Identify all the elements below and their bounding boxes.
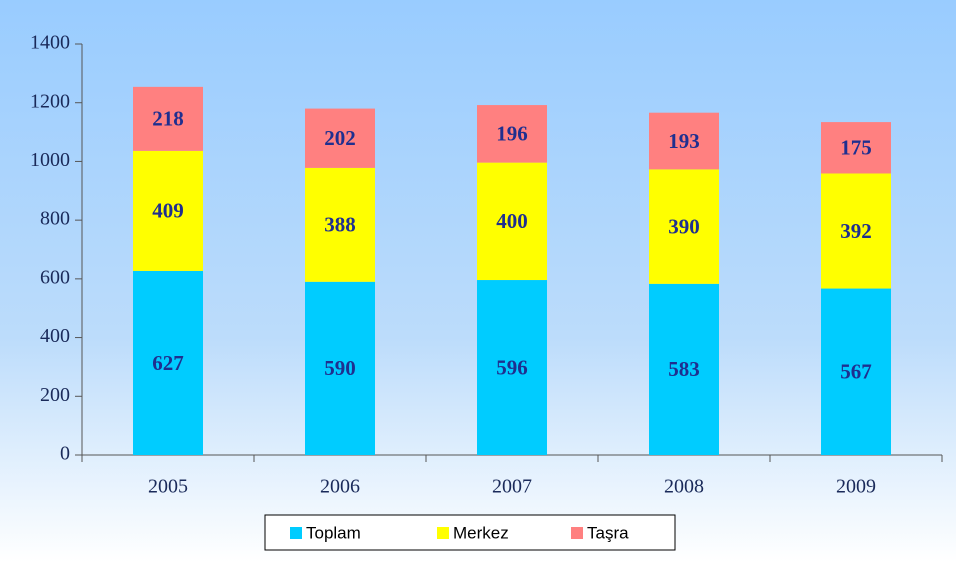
bar-segment	[649, 112, 719, 170]
data-label: 627	[152, 351, 184, 375]
data-label: 590	[324, 356, 356, 380]
y-tick-label: 400	[40, 325, 70, 347]
legend-label: Merkez	[453, 523, 509, 542]
y-tick-label: 1000	[30, 149, 70, 171]
x-tick-label: 2006	[320, 476, 360, 498]
bar-segment	[305, 167, 375, 282]
data-label: 196	[496, 122, 528, 146]
data-label: 596	[496, 355, 528, 379]
x-tick-label: 2008	[664, 476, 704, 498]
y-tick-label: 600	[40, 266, 70, 288]
legend-swatch	[290, 527, 302, 539]
bar-segment	[133, 86, 203, 151]
legend-box	[264, 514, 676, 551]
plot: 0 200 400 600 800 1000 1200 1400 2005 627 409 218 20…	[30, 32, 943, 551]
x-tick-label: 2005	[148, 476, 188, 498]
legend-label: Taşra	[587, 523, 629, 542]
bar-segment	[305, 281, 375, 455]
bar-segment	[821, 122, 891, 174]
bar-segment	[821, 288, 891, 455]
bar-segment	[477, 280, 547, 455]
bar-segment	[133, 270, 203, 455]
data-label: 175	[840, 136, 872, 160]
y-tick-label: 200	[40, 384, 70, 406]
bar-segment	[649, 169, 719, 284]
data-label: 193	[668, 129, 700, 153]
bar-segment	[649, 283, 719, 455]
y-tick-label: 1400	[30, 32, 70, 54]
x-tick-label: 2007	[492, 476, 532, 498]
bar-segment	[477, 162, 547, 281]
legend-swatch	[571, 527, 583, 539]
bar-segment	[305, 108, 375, 168]
data-label: 392	[840, 219, 872, 243]
y-tick-label: 800	[40, 208, 70, 230]
bar-segment	[821, 173, 891, 289]
bar-segment	[477, 105, 547, 163]
data-label: 218	[152, 107, 184, 131]
y-tick-label: 0	[60, 443, 70, 465]
legend-label: Toplam	[306, 523, 361, 542]
legend-swatch	[437, 527, 449, 539]
bar-segment	[133, 150, 203, 271]
data-label: 388	[324, 213, 356, 237]
data-label: 390	[668, 214, 700, 238]
data-label: 400	[496, 209, 528, 233]
y-tick-label: 1200	[30, 90, 70, 112]
data-label: 202	[324, 126, 356, 150]
data-label: 567	[840, 360, 872, 384]
data-label: 409	[152, 199, 184, 223]
x-tick-label: 2009	[836, 476, 876, 498]
data-label: 583	[668, 357, 700, 381]
